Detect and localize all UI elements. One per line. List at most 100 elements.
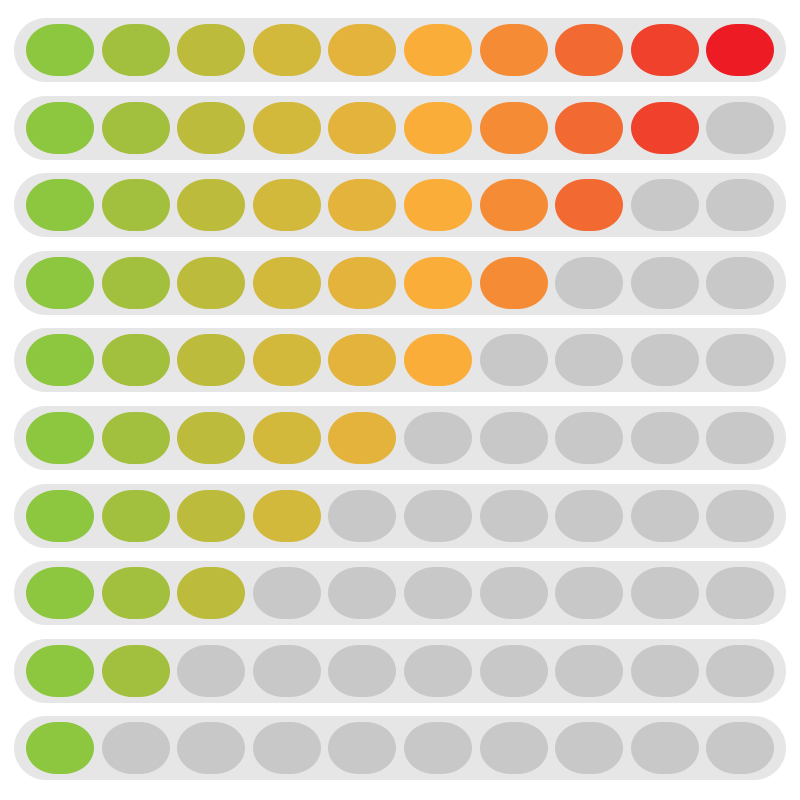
filled-segment: [630, 24, 699, 76]
empty-segment: [706, 101, 775, 154]
empty-segment: [252, 567, 321, 620]
empty-segment: [404, 644, 472, 697]
filled-segment: [101, 256, 170, 309]
filled-segment: [177, 334, 246, 387]
empty-segment: [555, 722, 624, 775]
empty-segment: [555, 256, 624, 309]
filled-segment: [252, 179, 321, 232]
level-bar-3: [14, 561, 786, 626]
filled-segment: [479, 101, 548, 154]
empty-segment: [328, 722, 397, 775]
level-bar-8: [14, 173, 786, 238]
filled-segment: [479, 179, 548, 232]
filled-segment: [26, 101, 94, 154]
filled-segment: [328, 412, 397, 464]
empty-segment: [177, 722, 246, 775]
empty-segment: [479, 412, 548, 464]
empty-segment: [630, 644, 699, 697]
filled-segment: [555, 101, 624, 154]
filled-segment: [252, 24, 321, 76]
filled-segment: [404, 256, 472, 309]
filled-segment: [101, 334, 170, 387]
empty-segment: [706, 334, 775, 387]
empty-segment: [177, 644, 246, 697]
empty-segment: [706, 722, 775, 775]
filled-segment: [26, 722, 94, 775]
empty-segment: [328, 644, 397, 697]
filled-segment: [328, 24, 397, 76]
filled-segment: [26, 256, 94, 309]
filled-segment: [252, 489, 321, 542]
empty-segment: [479, 722, 548, 775]
level-bar-10: [14, 18, 786, 82]
filled-segment: [404, 101, 472, 154]
empty-segment: [630, 334, 699, 387]
filled-segment: [252, 101, 321, 154]
filled-segment: [101, 24, 170, 76]
level-bar-4: [14, 483, 786, 548]
filled-segment: [26, 179, 94, 232]
filled-segment: [328, 256, 397, 309]
filled-segment: [177, 101, 246, 154]
filled-segment: [26, 24, 94, 76]
filled-segment: [101, 489, 170, 542]
filled-segment: [177, 179, 246, 232]
filled-segment: [328, 179, 397, 232]
empty-segment: [555, 644, 624, 697]
empty-segment: [479, 567, 548, 620]
empty-segment: [555, 489, 624, 542]
empty-segment: [328, 567, 397, 620]
filled-segment: [26, 334, 94, 387]
empty-segment: [706, 644, 775, 697]
filled-segment: [26, 644, 94, 697]
filled-segment: [26, 489, 94, 542]
empty-segment: [252, 722, 321, 775]
level-bar-2: [14, 638, 786, 703]
filled-segment: [630, 101, 699, 154]
empty-segment: [479, 489, 548, 542]
filled-segment: [706, 24, 775, 76]
empty-segment: [630, 412, 699, 464]
filled-segment: [252, 334, 321, 387]
empty-segment: [630, 722, 699, 775]
filled-segment: [404, 334, 472, 387]
level-bar-1: [14, 716, 786, 781]
empty-segment: [404, 412, 472, 464]
empty-segment: [706, 179, 775, 232]
filled-segment: [555, 24, 624, 76]
level-bar-5: [14, 406, 786, 470]
empty-segment: [479, 334, 548, 387]
filled-segment: [555, 179, 624, 232]
filled-segment: [26, 412, 94, 464]
filled-segment: [177, 489, 246, 542]
empty-segment: [404, 567, 472, 620]
filled-segment: [101, 412, 170, 464]
filled-segment: [328, 334, 397, 387]
empty-segment: [630, 256, 699, 309]
empty-segment: [555, 412, 624, 464]
filled-segment: [479, 24, 548, 76]
filled-segment: [404, 179, 472, 232]
filled-segment: [101, 644, 170, 697]
empty-segment: [706, 567, 775, 620]
empty-segment: [101, 722, 170, 775]
empty-segment: [555, 567, 624, 620]
empty-segment: [555, 334, 624, 387]
empty-segment: [630, 179, 699, 232]
empty-segment: [706, 489, 775, 542]
empty-segment: [630, 489, 699, 542]
filled-segment: [101, 179, 170, 232]
filled-segment: [479, 256, 548, 309]
empty-segment: [630, 567, 699, 620]
empty-segment: [706, 256, 775, 309]
filled-segment: [177, 412, 246, 464]
level-bar-6: [14, 328, 786, 393]
filled-segment: [26, 567, 94, 620]
level-bar-9: [14, 95, 786, 160]
empty-segment: [252, 644, 321, 697]
empty-segment: [404, 489, 472, 542]
empty-segment: [706, 412, 775, 464]
filled-segment: [252, 256, 321, 309]
filled-segment: [177, 24, 246, 76]
filled-segment: [328, 101, 397, 154]
